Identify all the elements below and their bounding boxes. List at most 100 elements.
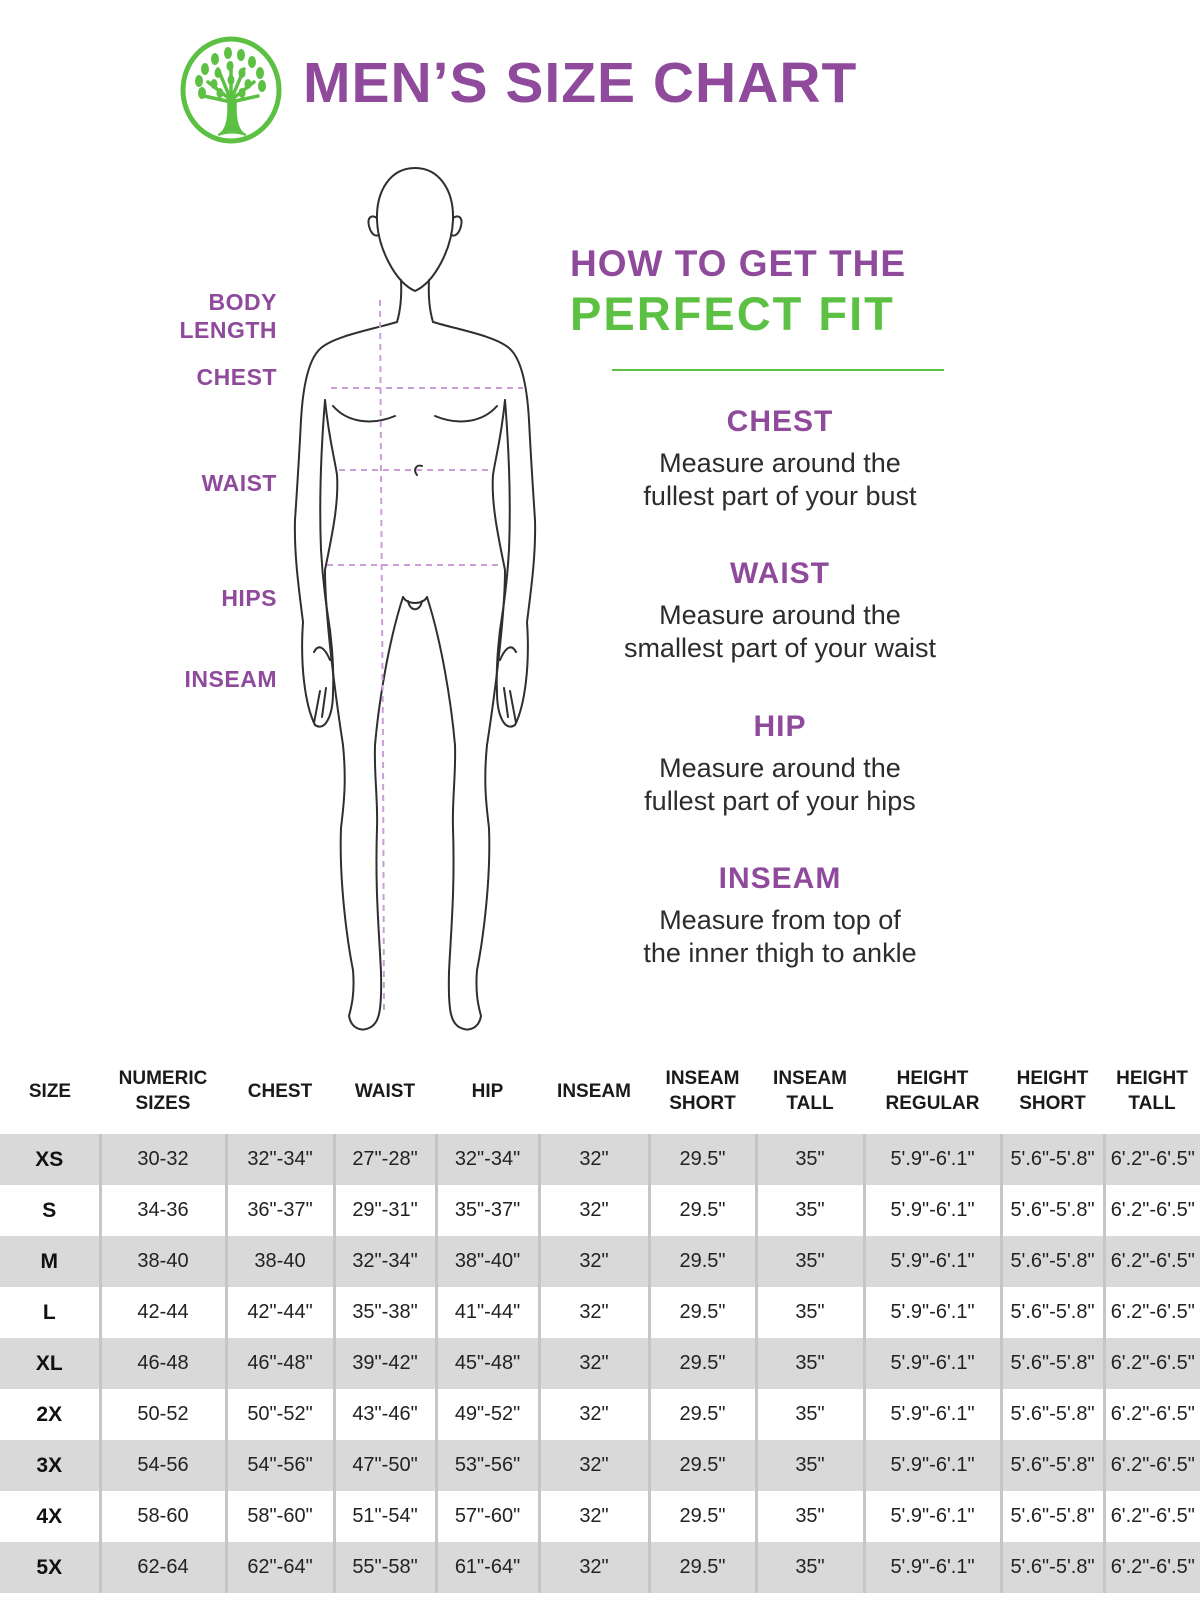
measurement-cell: 29.5"	[647, 1236, 756, 1287]
section-title: CHEST	[726, 405, 834, 438]
section-text: Measure around the fullest part of your …	[644, 753, 916, 816]
fit-guide-section-inseam: INSEAM Measure from top of the inner thi…	[560, 862, 1000, 970]
size-table-body: XS 30-32 32"-34" 27"-28" 32"-34" 32" 29.5" 35" 5…	[0, 1134, 1200, 1593]
measurement-cell: 35"-37"	[434, 1185, 539, 1236]
size-cell: M	[0, 1236, 100, 1287]
measurement-cell: 42-44	[98, 1287, 226, 1338]
measurement-cell: 5'.9"-6'.1"	[862, 1287, 1001, 1338]
measurement-cell: 6'.2"-6'.5"	[1102, 1440, 1200, 1491]
measurement-cell: 5'.9"-6'.1"	[862, 1338, 1001, 1389]
measurement-cell: 29"-31"	[332, 1185, 436, 1236]
measurement-cell: 5'.9"-6'.1"	[862, 1389, 1001, 1440]
figure-label-body-length: BODY LENGTH	[179, 289, 277, 343]
size-row: M 38-40 38-40 32"-34" 38"-40" 32" 29.5" 35" 5'.9…	[0, 1236, 1200, 1287]
measurement-cell: 29.5"	[647, 1389, 756, 1440]
measurement-cell: 35"	[754, 1134, 864, 1185]
measurement-cell: 5'.6"-5'.8"	[999, 1134, 1104, 1185]
page-title: MEN’S SIZE CHART	[303, 51, 858, 115]
measurement-cell: 35"	[754, 1389, 864, 1440]
measurement-cell: 43"-46"	[332, 1389, 436, 1440]
fit-guide-section-hip: HIP Measure around the fullest part of y…	[560, 710, 1000, 818]
size-row: 2X 50-52 50"-52" 43"-46" 49"-52" 32" 29.5" 35" 5…	[0, 1389, 1200, 1440]
measurement-cell: 32"-34"	[224, 1134, 334, 1185]
measurement-cell: 46"-48"	[224, 1338, 334, 1389]
measurement-cell: 32"	[537, 1389, 649, 1440]
column-header: NUMERIC SIZES	[100, 1048, 226, 1134]
measurement-cell: 51"-54"	[332, 1491, 436, 1542]
divider-line	[612, 369, 944, 371]
measurement-cell: 5'.9"-6'.1"	[862, 1542, 1001, 1593]
size-table: SIZE NUMERIC SIZES CHEST WAIST HIP INSEAM INSE…	[0, 1048, 1200, 1593]
measurement-cell: 5'.6"-5'.8"	[999, 1287, 1104, 1338]
column-header: CHEST	[226, 1048, 334, 1134]
figure-label-waist: WAIST	[201, 470, 277, 496]
measurement-cell: 38-40	[98, 1236, 226, 1287]
measurement-cell: 29.5"	[647, 1338, 756, 1389]
measurement-cell: 5'.9"-6'.1"	[862, 1440, 1001, 1491]
measurement-cell: 5'.9"-6'.1"	[862, 1236, 1001, 1287]
measurement-cell: 39"-42"	[332, 1338, 436, 1389]
measurement-cell: 32"	[537, 1491, 649, 1542]
measurement-cell: 29.5"	[647, 1491, 756, 1542]
size-cell: 3X	[0, 1440, 100, 1491]
size-row: S 34-36 36"-37" 29"-31" 35"-37" 32" 29.5" 35" 5'…	[0, 1185, 1200, 1236]
measurement-cell: 30-32	[98, 1134, 226, 1185]
measurement-cell: 36"-37"	[224, 1185, 334, 1236]
size-row: XS 30-32 32"-34" 27"-28" 32"-34" 32" 29.5" 35" 5…	[0, 1134, 1200, 1185]
measurement-cell: 35"	[754, 1440, 864, 1491]
measurement-cell: 38-40	[224, 1236, 334, 1287]
measurement-cell: 35"	[754, 1236, 864, 1287]
measurement-cell: 35"	[754, 1185, 864, 1236]
measurement-cell: 54"-56"	[224, 1440, 334, 1491]
body-length-dashed-line	[379, 299, 385, 1016]
fit-guide-heading: HOW TO GET THE	[570, 243, 907, 284]
size-cell: XL	[0, 1338, 100, 1389]
size-row: XL 46-48 46"-48" 39"-42" 45"-48" 32" 29.5" 35" 5…	[0, 1338, 1200, 1389]
figure-label-chest: CHEST	[196, 364, 277, 390]
measurement-cell: 32"-34"	[332, 1236, 436, 1287]
measurement-cell: 35"	[754, 1338, 864, 1389]
column-header: WAIST	[334, 1048, 436, 1134]
size-cell: 2X	[0, 1389, 100, 1440]
column-header: INSEAM SHORT	[649, 1048, 756, 1134]
measurement-cell: 62"-64"	[224, 1542, 334, 1593]
section-title: HIP	[753, 710, 807, 743]
measurement-cell: 32"	[537, 1185, 649, 1236]
measurement-cell: 32"	[537, 1542, 649, 1593]
measurement-cell: 53"-56"	[434, 1440, 539, 1491]
measurement-cell: 32"	[537, 1338, 649, 1389]
measurement-cell: 6'.2"-6'.5"	[1102, 1287, 1200, 1338]
measurement-cell: 49"-52"	[434, 1389, 539, 1440]
measurement-cell: 6'.2"-6'.5"	[1102, 1389, 1200, 1440]
measurement-cell: 5'.6"-5'.8"	[999, 1389, 1104, 1440]
measurement-cell: 29.5"	[647, 1440, 756, 1491]
measurement-cell: 61"-64"	[434, 1542, 539, 1593]
size-row: 3X 54-56 54"-56" 47"-50" 53"-56" 32" 29.5" 35" 5…	[0, 1440, 1200, 1491]
measurement-cell: 5'.6"-5'.8"	[999, 1440, 1104, 1491]
column-header: HEIGHT TALL	[1104, 1048, 1200, 1134]
measurement-cell: 62-64	[98, 1542, 226, 1593]
section-text: Measure around the fullest part of your …	[643, 448, 917, 511]
column-header: HEIGHT SHORT	[1001, 1048, 1104, 1134]
measurement-cell: 5'.9"-6'.1"	[862, 1491, 1001, 1542]
measurement-cell: 27"-28"	[332, 1134, 436, 1185]
section-text: Measure from top of the inner thigh to a…	[643, 905, 917, 968]
size-cell: L	[0, 1287, 100, 1338]
size-row: 5X 62-64 62"-64" 55"-58" 61"-64" 32" 29.5" 35" 5…	[0, 1542, 1200, 1593]
measurement-cell: 54-56	[98, 1440, 226, 1491]
measurement-cell: 5'.6"-5'.8"	[999, 1185, 1104, 1236]
column-header: HIP	[436, 1048, 539, 1134]
size-cell: S	[0, 1185, 100, 1236]
measurement-cell: 29.5"	[647, 1287, 756, 1338]
measurement-cell: 6'.2"-6'.5"	[1102, 1185, 1200, 1236]
body-figure-illustration	[293, 167, 537, 1031]
measurement-cell: 42"-44"	[224, 1287, 334, 1338]
measurement-cell: 5'.6"-5'.8"	[999, 1236, 1104, 1287]
measurement-cell: 6'.2"-6'.5"	[1102, 1338, 1200, 1389]
measurement-cell: 29.5"	[647, 1542, 756, 1593]
measurement-cell: 6'.2"-6'.5"	[1102, 1542, 1200, 1593]
measurement-cell: 5'.6"-5'.8"	[999, 1338, 1104, 1389]
measurement-cell: 32"-34"	[434, 1134, 539, 1185]
section-title: INSEAM	[718, 862, 842, 895]
measurement-cell: 6'.2"-6'.5"	[1102, 1491, 1200, 1542]
